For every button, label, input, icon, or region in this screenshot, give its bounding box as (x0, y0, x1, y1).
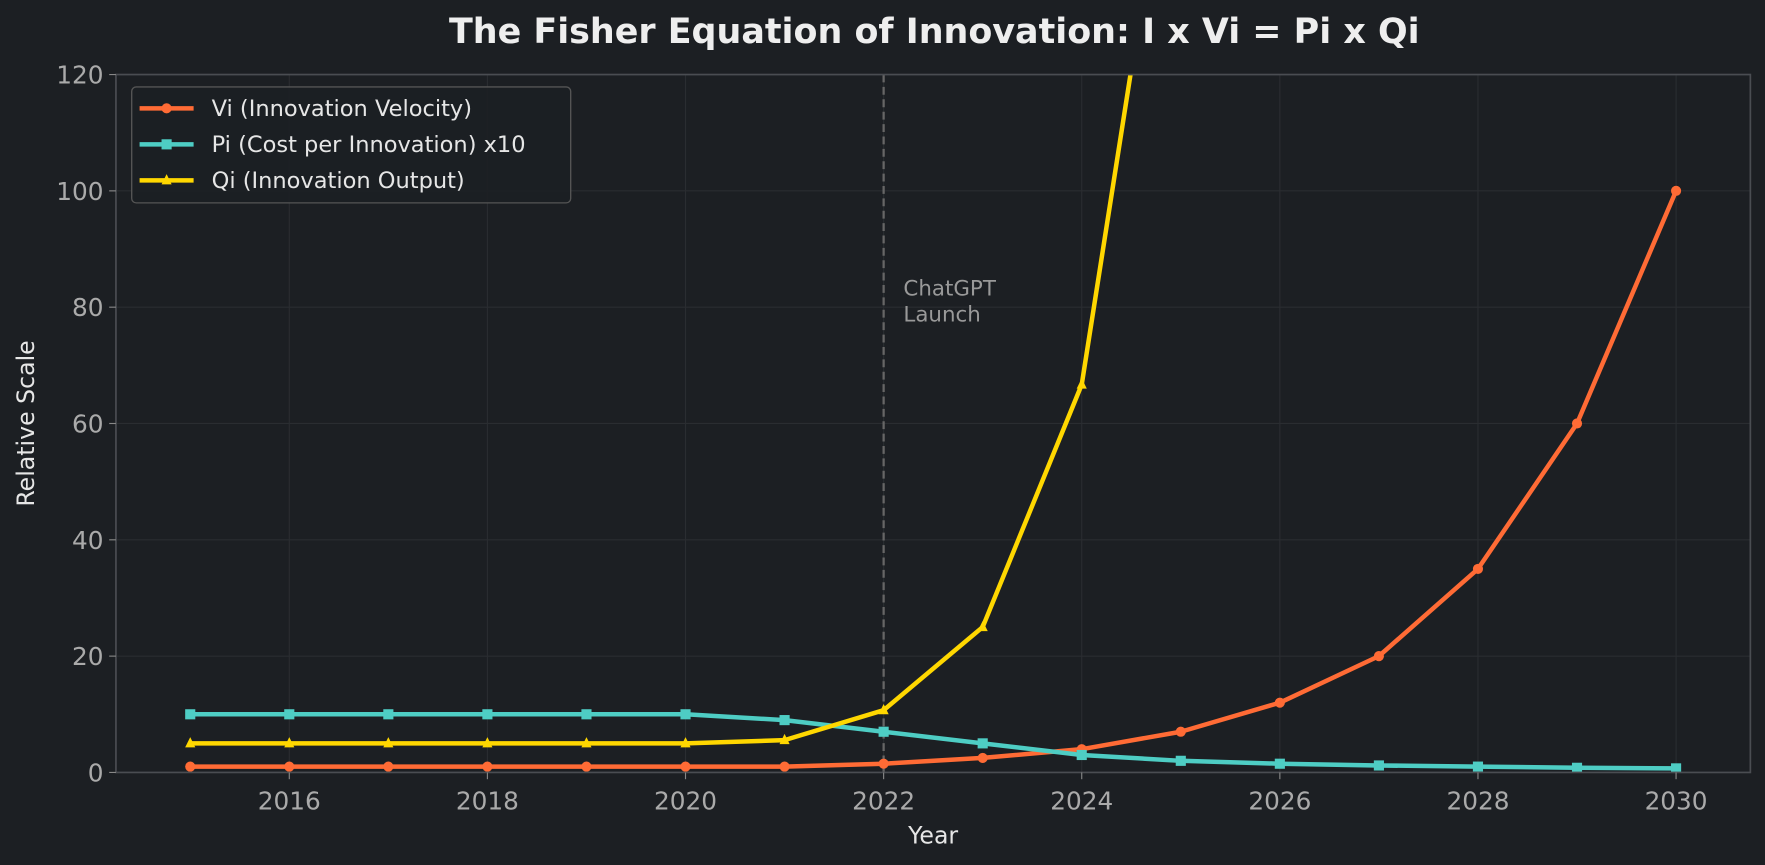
y-tick-label: 40 (72, 526, 104, 555)
series-line-vi (190, 189, 1679, 769)
legend-label: Qi (Innovation Output) (212, 168, 465, 194)
data-point-pi (1076, 749, 1087, 761)
annotation-text: Launch (903, 302, 980, 327)
data-point-vi (482, 761, 493, 772)
data-point-qi (779, 733, 790, 745)
data-point-vi (581, 761, 592, 772)
data-point-pi (1175, 755, 1186, 766)
legend-marker (161, 174, 172, 185)
data-point-qi (581, 737, 592, 748)
y-tick-label: 60 (72, 410, 104, 439)
data-point-qi (1076, 378, 1087, 389)
legend-label: Vi (Innovation Velocity) (212, 96, 472, 122)
data-point-vi (383, 761, 394, 772)
y-tick-label: 100 (56, 177, 103, 206)
data-point-vi (1472, 563, 1484, 574)
data-point-pi (284, 709, 295, 720)
data-point-qi (977, 620, 988, 632)
data-point-vi (185, 761, 196, 772)
x-axis-label: Year (907, 821, 958, 849)
data-point-qi (878, 704, 889, 715)
annotation-text: ChatGPT (903, 277, 996, 302)
chart-title: The Fisher Equation of Innovation: I x V… (449, 12, 1420, 52)
series-line-pi (190, 712, 1677, 771)
data-point-vi (1373, 651, 1384, 662)
legend-marker (161, 103, 172, 114)
data-point-pi (383, 709, 394, 720)
data-point-vi (284, 761, 295, 772)
data-point-pi (482, 709, 493, 720)
y-tick-label: 80 (72, 293, 104, 322)
series-line-qi (190, 74, 1133, 746)
data-point-pi (1472, 761, 1484, 772)
data-point-pi (1274, 758, 1285, 769)
series-vi (185, 185, 1682, 772)
data-point-pi (185, 709, 196, 720)
data-point-qi (185, 737, 196, 748)
data-point-pi (1373, 760, 1384, 771)
x-tick-label: 2030 (1645, 787, 1708, 816)
data-point-pi (1571, 762, 1583, 773)
data-point-qi (284, 737, 295, 748)
ticks: 2016 2018 2020 2022 2024 2026 2028 2030 0 20 40 60 8… (56, 61, 1707, 816)
data-point-vi (1671, 185, 1682, 196)
legend-label: Pi (Cost per Innovation) x10 (212, 132, 526, 158)
data-point-pi (1671, 763, 1682, 773)
x-tick-label: 2016 (258, 787, 321, 816)
data-point-vi (977, 752, 988, 763)
x-tick-label: 2028 (1446, 787, 1509, 816)
data-point-vi (1571, 418, 1583, 429)
legend: Vi (Innovation Velocity) Pi (Cost per Inn… (131, 86, 572, 204)
x-tick-label: 2020 (654, 787, 717, 816)
data-point-qi (680, 737, 691, 748)
data-point-vi (1175, 726, 1186, 737)
data-point-pi (878, 726, 889, 737)
legend-marker (161, 139, 172, 150)
data-point-pi (977, 738, 988, 749)
data-point-vi (1274, 697, 1285, 708)
data-point-qi (482, 737, 493, 748)
series-pi (185, 709, 1682, 773)
series-qi (185, 74, 1133, 748)
x-tick-label: 2018 (456, 787, 519, 816)
data-point-vi (779, 761, 790, 772)
data-point-vi (878, 758, 889, 769)
data-point-vi (680, 761, 691, 772)
y-tick-label: 0 (88, 758, 104, 787)
x-tick-label: 2022 (852, 787, 915, 816)
y-axis-label: Relative Scale (12, 340, 40, 506)
data-point-pi (581, 709, 592, 720)
y-tick-label: 120 (56, 61, 103, 90)
data-point-pi (779, 715, 790, 726)
y-tick-label: 20 (72, 642, 104, 671)
data-point-qi (383, 737, 394, 748)
plot-area (185, 74, 1682, 773)
x-tick-label: 2024 (1050, 787, 1113, 816)
x-tick-label: 2026 (1248, 787, 1311, 816)
legend-box (131, 86, 572, 204)
data-point-pi (680, 709, 691, 720)
